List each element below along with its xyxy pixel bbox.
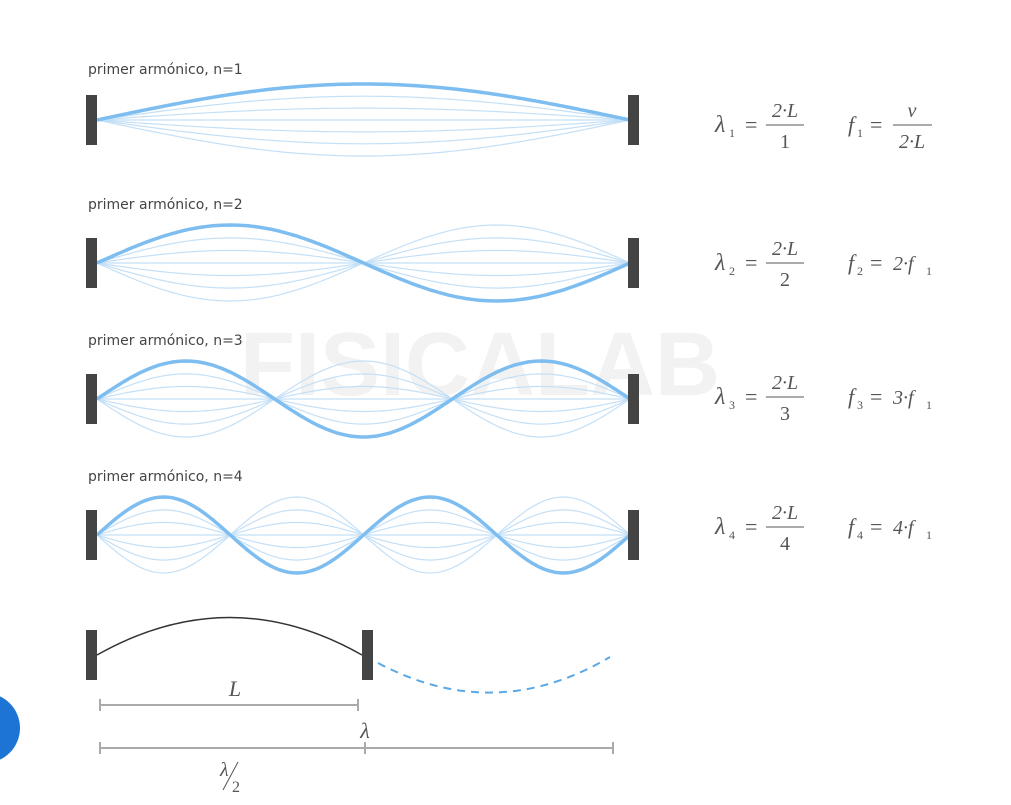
freq-num: v bbox=[908, 100, 917, 122]
lambda-sub: 1 bbox=[729, 126, 735, 140]
half-wave bbox=[96, 616, 363, 656]
freq-sub: 4 bbox=[857, 528, 863, 542]
main-wave bbox=[96, 82, 631, 122]
half-symbol: λ bbox=[219, 759, 229, 781]
wall bbox=[628, 238, 639, 288]
freq-sub: 2 bbox=[857, 264, 863, 278]
lambda-sub: 2 bbox=[729, 264, 735, 278]
faint-wave bbox=[96, 119, 631, 133]
wall bbox=[628, 374, 639, 424]
wall bbox=[362, 630, 373, 680]
wavelength-label: λ bbox=[359, 718, 370, 743]
half-den: 2 bbox=[232, 779, 240, 796]
freq-expr: 4·f bbox=[893, 517, 916, 539]
equals: = bbox=[745, 250, 757, 275]
freq-symbol: f bbox=[848, 384, 857, 409]
harmonic-label: primer armónico, n=2 bbox=[88, 197, 243, 213]
freq-expr-sub: 1 bbox=[926, 528, 932, 542]
freq-sub: 3 bbox=[857, 398, 863, 412]
measure-lines bbox=[99, 699, 614, 754]
faint-wave bbox=[96, 107, 631, 121]
faint-wave bbox=[96, 373, 631, 425]
lambda-den: 4 bbox=[780, 533, 790, 555]
equals: = bbox=[745, 112, 757, 137]
wall bbox=[86, 510, 97, 560]
half-wave-continuation bbox=[377, 656, 611, 694]
freq-expr-sub: 1 bbox=[926, 398, 932, 412]
freq-expr: 2·f bbox=[893, 253, 916, 275]
equals: = bbox=[870, 384, 882, 409]
floating-button[interactable] bbox=[0, 693, 20, 763]
wall bbox=[628, 95, 639, 145]
lambda-sub: 4 bbox=[729, 528, 735, 542]
freq-den: 2·L bbox=[899, 131, 925, 153]
lambda-symbol: λ bbox=[714, 514, 725, 540]
harmonic-label: primer armónico, n=1 bbox=[88, 62, 243, 78]
wall bbox=[628, 510, 639, 560]
lambda-symbol: λ bbox=[714, 112, 725, 138]
wall bbox=[86, 95, 97, 145]
lambda-symbol: λ bbox=[714, 384, 725, 410]
wall bbox=[86, 238, 97, 288]
faint-wave bbox=[96, 385, 631, 413]
freq-sub: 1 bbox=[857, 126, 863, 140]
lambda-den: 2 bbox=[780, 269, 790, 291]
wall bbox=[86, 374, 97, 424]
faint-wave bbox=[96, 385, 631, 413]
lambda-num: 2·L bbox=[772, 372, 798, 394]
faint-wave bbox=[96, 119, 631, 145]
faint-wave bbox=[96, 360, 631, 438]
freq-symbol: f bbox=[848, 112, 857, 137]
lambda-sub: 3 bbox=[729, 398, 735, 412]
harmonic-label: primer armónico, n=4 bbox=[88, 469, 243, 485]
main-wave bbox=[96, 359, 631, 439]
main-wave bbox=[95, 495, 632, 575]
equals: = bbox=[745, 514, 757, 539]
wall bbox=[86, 630, 97, 680]
slash bbox=[222, 761, 239, 791]
harmonic-label: primer armónico, n=3 bbox=[88, 333, 243, 349]
lambda-num: 2·L bbox=[772, 238, 798, 260]
lambda-den: 1 bbox=[780, 131, 790, 153]
length-label: L bbox=[228, 676, 241, 701]
lambda-num: 2·L bbox=[772, 100, 798, 122]
faint-wave bbox=[96, 119, 631, 157]
faint-wave bbox=[96, 373, 631, 425]
equals: = bbox=[870, 250, 882, 275]
equals: = bbox=[870, 112, 882, 137]
equals: = bbox=[870, 514, 882, 539]
freq-expr-sub: 1 bbox=[926, 264, 932, 278]
equals: = bbox=[745, 384, 757, 409]
freq-symbol: f bbox=[848, 514, 857, 539]
freq-expr: 3·f bbox=[892, 387, 916, 409]
lambda-symbol: λ bbox=[714, 250, 725, 276]
freq-symbol: f bbox=[848, 250, 857, 275]
lambda-num: 2·L bbox=[772, 502, 798, 524]
faint-wave bbox=[96, 95, 631, 121]
lambda-den: 3 bbox=[780, 403, 790, 425]
main-wave bbox=[96, 223, 631, 303]
watermark: FISICALAB bbox=[240, 315, 720, 415]
